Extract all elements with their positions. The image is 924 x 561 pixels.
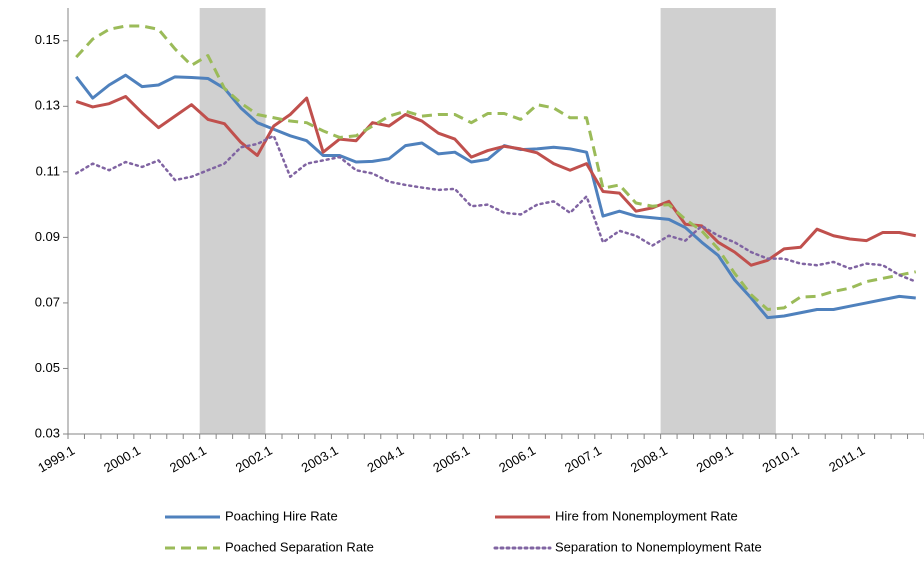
series-line [74,134,918,283]
x-tick-label: 2009.1 [694,443,736,476]
y-tick-label: 0.09 [35,229,60,244]
series-line [75,94,917,267]
legend-label: Poached Separation Rate [225,539,374,554]
x-tick-label: 2010.1 [760,443,802,476]
shaded-period [199,8,266,434]
x-tick-label: 2011.1 [826,443,867,475]
y-tick-label: 0.03 [35,425,60,440]
y-tick-label: 0.13 [35,98,60,113]
y-tick-label: 0.11 [36,163,60,178]
x-tick-label: 2005.1 [430,443,472,476]
series-line [75,24,917,311]
x-tick-label: 2000.1 [101,443,143,476]
x-tick-label: 2007.1 [562,443,604,476]
y-tick-label: 0.15 [35,32,60,47]
legend-label: Separation to Nonemployment Rate [555,539,762,554]
y-tick-label: 0.07 [35,294,60,309]
x-tick-label: 2006.1 [496,443,538,476]
x-tick-label: 1999.1 [35,443,77,476]
series-line [75,73,916,320]
x-tick-label: 2001.1 [167,443,209,476]
legend-label: Hire from Nonemployment Rate [555,508,738,523]
x-tick-label: 2008.1 [628,443,670,476]
x-tick-label: 2002.1 [233,443,275,476]
y-tick-label: 0.05 [35,360,60,375]
shaded-period [660,8,776,434]
x-tick-label: 2003.1 [299,443,341,476]
x-tick-label: 2004.1 [365,443,407,476]
legend-label: Poaching Hire Rate [225,508,338,523]
